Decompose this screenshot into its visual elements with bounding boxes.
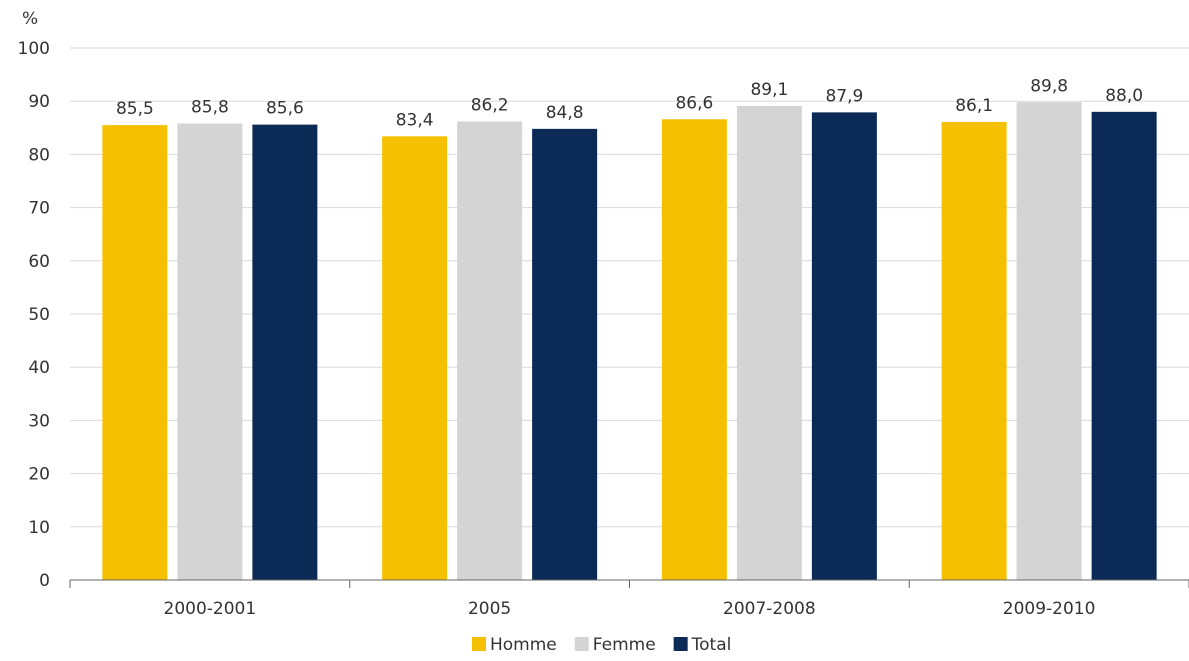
bar-homme <box>102 125 168 580</box>
data-label: 85,8 <box>191 98 229 118</box>
data-label: 84,8 <box>546 103 584 123</box>
data-label: 89,8 <box>1030 76 1068 96</box>
bar-homme <box>941 121 1007 580</box>
data-label: 86,2 <box>471 95 509 115</box>
x-axis <box>69 579 1189 588</box>
data-label: 88,0 <box>1105 86 1143 106</box>
bars <box>102 102 1157 581</box>
legend-swatch-femme <box>574 637 589 651</box>
bar-total <box>532 128 598 580</box>
legend-label-femme: Femme <box>593 635 656 655</box>
data-label: 89,1 <box>750 80 788 100</box>
y-tick-label: 90 <box>28 92 50 112</box>
legend-label-total: Total <box>691 635 732 655</box>
y-tick-label: 10 <box>28 518 50 538</box>
data-labels: 85,5 85,8 85,6 83,4 86,2 84,8 86,6 89,1 87,9 86,1… <box>116 76 1143 130</box>
y-tick-label: 40 <box>28 358 50 378</box>
y-tick-label: 50 <box>28 305 50 325</box>
y-tick-label: 70 <box>28 199 50 219</box>
bar-femme <box>177 123 243 580</box>
data-label: 86,1 <box>955 96 993 116</box>
x-category-label: 2005 <box>468 599 511 619</box>
bar-total <box>1091 111 1157 580</box>
legend: Homme Femme Total <box>472 635 731 655</box>
y-tick-label: 80 <box>28 145 50 165</box>
bar-total <box>811 112 877 580</box>
x-category-label: 2000-2001 <box>164 599 257 619</box>
legend-label-homme: Homme <box>490 635 557 655</box>
y-tick-label: 30 <box>28 411 50 431</box>
y-tick-label: 20 <box>28 465 50 485</box>
data-label: 86,6 <box>675 93 713 113</box>
bar-homme <box>661 119 727 581</box>
bar-femme <box>736 105 802 580</box>
legend-swatch-total <box>673 637 688 651</box>
bar-homme <box>382 136 448 580</box>
data-label: 83,4 <box>396 110 434 130</box>
data-label: 85,6 <box>266 99 304 119</box>
legend-swatch-homme <box>472 637 486 651</box>
bar-femme <box>1016 102 1082 580</box>
x-axis-category-labels: 2000-2001 2005 2007-2008 2009-2010 <box>164 599 1096 619</box>
y-axis-unit-label: % <box>22 9 38 29</box>
x-category-label: 2007-2008 <box>723 599 816 619</box>
bar-femme <box>457 121 523 580</box>
data-label: 85,5 <box>116 99 154 119</box>
y-tick-label: 0 <box>39 571 50 591</box>
y-axis-ticks: 0 10 20 30 40 50 60 70 80 90 100 <box>18 39 50 591</box>
y-tick-label: 60 <box>28 252 50 272</box>
y-tick-label: 100 <box>18 39 50 59</box>
x-category-label: 2009-2010 <box>1003 599 1096 619</box>
data-label: 87,9 <box>825 86 863 106</box>
bar-total <box>252 124 318 580</box>
